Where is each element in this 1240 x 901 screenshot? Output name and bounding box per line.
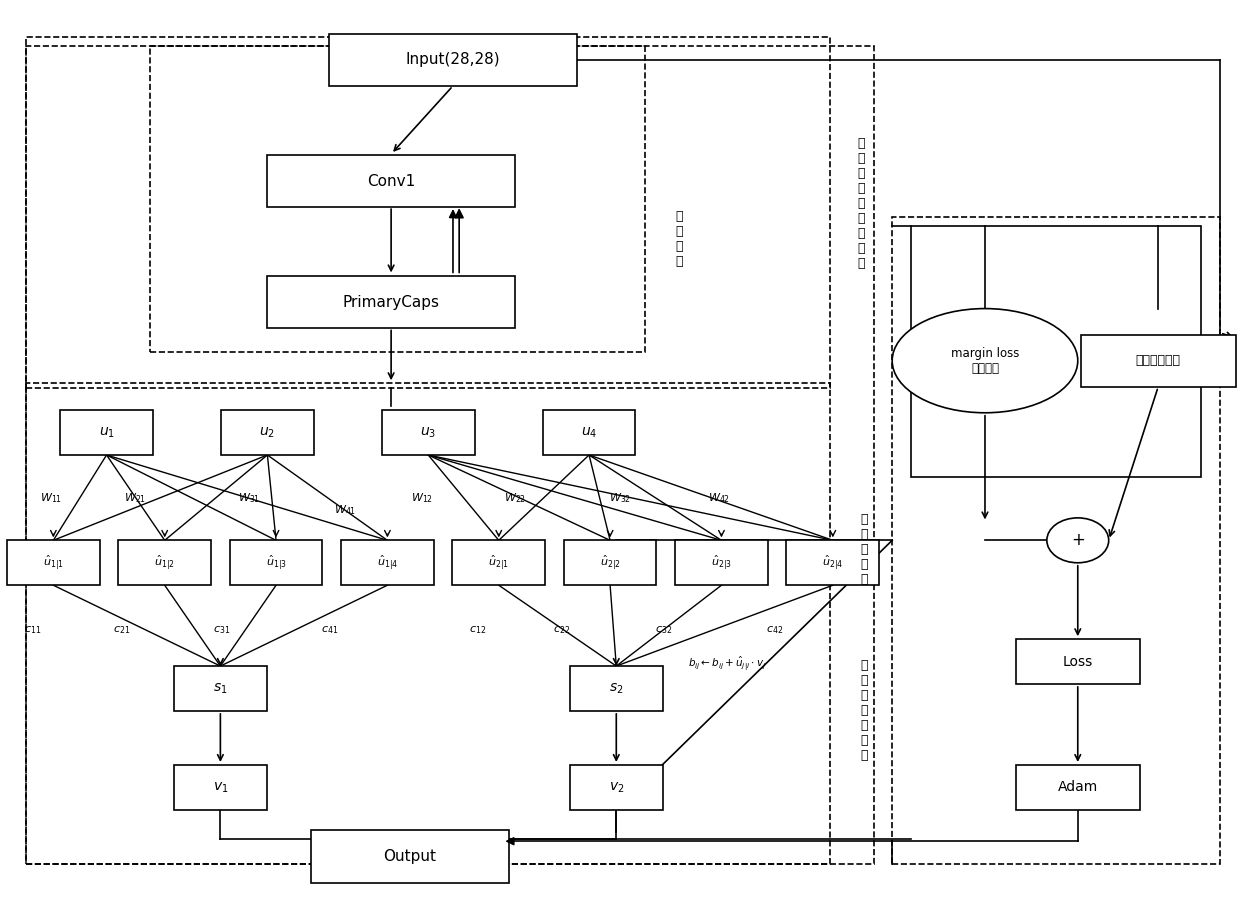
FancyBboxPatch shape [570, 666, 662, 711]
Text: $\hat{u}_{2|1}$: $\hat{u}_{2|1}$ [489, 554, 510, 572]
Text: $\hat{u}_{1|3}$: $\hat{u}_{1|3}$ [265, 554, 286, 572]
FancyBboxPatch shape [675, 541, 768, 586]
FancyBboxPatch shape [330, 33, 577, 86]
Text: $c_{31}$: $c_{31}$ [213, 624, 231, 636]
Text: $W_{32}$: $W_{32}$ [609, 491, 631, 505]
Text: $c_{32}$: $c_{32}$ [655, 624, 672, 636]
FancyBboxPatch shape [311, 831, 508, 883]
Text: $s_2$: $s_2$ [609, 681, 624, 696]
Text: $\hat{u}_{1|1}$: $\hat{u}_{1|1}$ [43, 554, 63, 572]
FancyBboxPatch shape [118, 541, 211, 586]
FancyBboxPatch shape [543, 410, 635, 455]
FancyBboxPatch shape [1016, 639, 1140, 684]
FancyBboxPatch shape [174, 765, 267, 810]
Text: $u_2$: $u_2$ [259, 425, 275, 440]
Text: Output: Output [383, 849, 436, 864]
Text: $\hat{u}_{2|2}$: $\hat{u}_{2|2}$ [600, 554, 620, 572]
Text: $s_1$: $s_1$ [213, 681, 228, 696]
FancyBboxPatch shape [174, 666, 267, 711]
FancyBboxPatch shape [564, 541, 656, 586]
Text: $u_4$: $u_4$ [580, 425, 598, 440]
FancyBboxPatch shape [7, 541, 99, 586]
FancyBboxPatch shape [570, 765, 662, 810]
Text: $u_3$: $u_3$ [420, 425, 436, 440]
Text: Loss: Loss [1063, 655, 1092, 669]
FancyBboxPatch shape [382, 410, 475, 455]
Text: +: + [1071, 532, 1085, 550]
Text: $W_{42}$: $W_{42}$ [708, 491, 730, 505]
FancyBboxPatch shape [268, 155, 515, 207]
Text: $c_{21}$: $c_{21}$ [113, 624, 130, 636]
Text: $c_{11}$: $c_{11}$ [24, 624, 41, 636]
FancyBboxPatch shape [229, 541, 322, 586]
Text: $c_{12}$: $c_{12}$ [469, 624, 486, 636]
FancyBboxPatch shape [1081, 334, 1235, 387]
FancyBboxPatch shape [786, 541, 879, 586]
Text: $W_{41}$: $W_{41}$ [335, 503, 356, 516]
Text: 重构网络结构: 重构网络结构 [1136, 354, 1180, 368]
Text: $v_1$: $v_1$ [212, 780, 228, 795]
Text: $\hat{u}_{2|4}$: $\hat{u}_{2|4}$ [822, 554, 843, 572]
Text: Input(28,28): Input(28,28) [405, 52, 500, 68]
Text: $\hat{u}_{1|4}$: $\hat{u}_{1|4}$ [377, 554, 398, 572]
Text: 胶
囊
网
络
图
像
识
别
器: 胶 囊 网 络 图 像 识 别 器 [858, 137, 866, 270]
Ellipse shape [893, 308, 1078, 413]
FancyBboxPatch shape [221, 410, 314, 455]
Text: $u_1$: $u_1$ [98, 425, 114, 440]
Text: 卷
积
结
构: 卷 积 结 构 [676, 211, 683, 268]
Text: $v_2$: $v_2$ [609, 780, 624, 795]
Text: $\hat{u}_{2|3}$: $\hat{u}_{2|3}$ [711, 554, 732, 572]
Text: $W_{21}$: $W_{21}$ [124, 491, 146, 505]
Text: $c_{22}$: $c_{22}$ [553, 624, 570, 636]
Text: $c_{41}$: $c_{41}$ [321, 624, 339, 636]
Text: $W_{12}$: $W_{12}$ [410, 491, 433, 505]
Text: PrimaryCaps: PrimaryCaps [342, 295, 440, 310]
FancyBboxPatch shape [1016, 765, 1140, 810]
Text: Conv1: Conv1 [367, 174, 415, 188]
FancyBboxPatch shape [341, 541, 434, 586]
Circle shape [1047, 518, 1109, 563]
Text: $c_{42}$: $c_{42}$ [766, 624, 784, 636]
Text: margin loss
运算结构: margin loss 运算结构 [951, 347, 1019, 375]
Text: $W_{22}$: $W_{22}$ [503, 491, 526, 505]
Text: 胶
囊
网
络
训
练
器: 胶 囊 网 络 训 练 器 [861, 660, 868, 762]
FancyBboxPatch shape [61, 410, 153, 455]
Text: Adam: Adam [1058, 780, 1097, 795]
Text: $W_{11}$: $W_{11}$ [40, 491, 62, 505]
Text: 全
连
接
结
构: 全 连 接 结 构 [861, 513, 868, 586]
Text: $W_{31}$: $W_{31}$ [238, 491, 260, 505]
Text: $b_{ij}\leftarrow b_{ij}+\hat{u}_{j|i}\cdot v_j$: $b_{ij}\leftarrow b_{ij}+\hat{u}_{j|i}\c… [688, 655, 766, 673]
FancyBboxPatch shape [268, 277, 515, 328]
FancyBboxPatch shape [453, 541, 546, 586]
Text: $\hat{u}_{1|2}$: $\hat{u}_{1|2}$ [154, 554, 175, 572]
